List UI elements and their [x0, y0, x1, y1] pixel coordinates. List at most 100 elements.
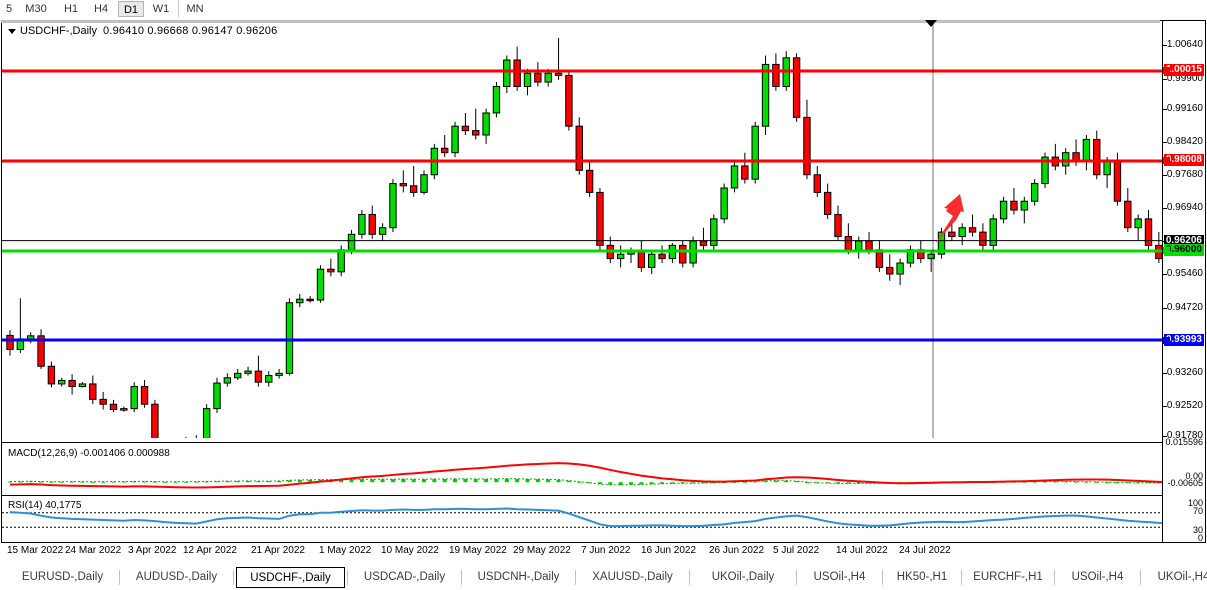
axis-tick [1163, 373, 1167, 374]
candle [720, 183, 728, 224]
level-line-1.00015[interactable] [2, 69, 1162, 73]
level-line-0.93993[interactable] [2, 338, 1162, 342]
level-line-0.96000[interactable] [2, 249, 1162, 253]
chart-tab-eurchfh1[interactable]: EURCHF-,H1 [973, 571, 1043, 583]
candle [185, 436, 187, 438]
price-chart-pane[interactable] [2, 21, 1162, 438]
chart-tab-ukoilh4[interactable]: UKOil-,H4 [1157, 571, 1207, 583]
candle [296, 293, 304, 308]
timeframe-h4[interactable]: H4 [93, 3, 109, 15]
tab-divider [575, 570, 576, 585]
candle [461, 112, 470, 136]
price-badge-0.98008[interactable]: 0.98008 [1163, 154, 1204, 166]
rsi-scale-label: 100 [1187, 498, 1203, 508]
candle [99, 391, 107, 410]
chart-tab-xauusddaily[interactable]: XAUUSD-,Daily [592, 571, 673, 583]
price-tick-label: 0.97680 [1166, 169, 1203, 180]
axis-tick [1163, 436, 1167, 437]
candle [482, 108, 490, 144]
candle [327, 258, 335, 277]
candle [596, 187, 604, 250]
candle [89, 375, 97, 405]
date-label: 14 Jul 2022 [836, 545, 888, 556]
collapse-triangle-icon[interactable] [8, 28, 16, 34]
rsi-label: RSI(14) 40,1775 [8, 500, 82, 511]
candle [1030, 179, 1039, 206]
timeframe-d1[interactable]: D1 [118, 1, 144, 17]
chart-tab-ukoildaily[interactable]: UKOil-,Daily [711, 571, 775, 583]
price-tick-label: 0.98420 [1166, 136, 1203, 147]
candle [565, 71, 573, 131]
price-badge-0.96000[interactable]: 0.96000 [1163, 244, 1204, 256]
axis-tick [1163, 142, 1167, 143]
chart-symbol-label: USDCHF-,Daily [20, 25, 97, 37]
price-tick-label: 0.96940 [1166, 202, 1203, 213]
timeframe-h1[interactable]: H1 [63, 3, 79, 15]
candle [855, 236, 863, 259]
macd-signal-line [9, 462, 1162, 489]
candle [534, 62, 542, 87]
candle [378, 223, 387, 241]
level-line-0.98008[interactable] [2, 159, 1162, 163]
chart-frame[interactable]: 1.00640 0.99900 0.99160 0.98420 0.97680 0.969… [1, 20, 1206, 543]
candle [6, 330, 14, 356]
candle [989, 214, 997, 250]
timeframe-mn[interactable]: MN [186, 3, 204, 15]
chart-tab-usdcnhdaily[interactable]: USDCNH-,Daily [477, 571, 560, 583]
candle [968, 214, 977, 237]
axis-tick [1163, 175, 1167, 176]
price-badge-1.00015[interactable]: 1.00015 [1163, 64, 1204, 76]
chart-tab-usdchfdaily[interactable]: USDCHF-,Daily [236, 567, 345, 588]
candle [741, 152, 749, 184]
timeframe-5[interactable]: 5 [5, 3, 13, 15]
candle [1124, 187, 1132, 233]
tab-divider [347, 570, 348, 585]
date-label: 16 Jun 2022 [641, 545, 697, 556]
candle [999, 196, 1008, 224]
tab-divider [461, 570, 462, 585]
candle [937, 227, 946, 259]
date-label: 15 Mar 2022 [7, 545, 64, 556]
candle [37, 329, 45, 369]
timeframe-m30[interactable]: M30 [25, 3, 47, 15]
date-axis[interactable]: 15 Mar 2022 24 Mar 2022 3 Apr 2022 12 Apr 2… [1, 544, 1206, 562]
level-axis-marker [1163, 67, 1170, 74]
chart-tab-usoilh4[interactable]: USOil-,H4 [813, 571, 866, 583]
arrow-up-annotation[interactable] [935, 194, 964, 244]
candle [637, 240, 646, 272]
price-badge-0.93993[interactable]: 0.93993 [1163, 334, 1204, 346]
price-axis[interactable]: 1.00640 0.99900 0.99160 0.98420 0.97680 0.969… [1162, 21, 1205, 542]
candle [958, 223, 966, 246]
candle [389, 179, 397, 233]
axis-tick [1163, 45, 1167, 46]
date-label: 1 May 2022 [319, 545, 372, 556]
candle [213, 377, 221, 414]
candle [140, 379, 149, 408]
candle [503, 55, 511, 94]
price-tick-label: 1.00640 [1166, 39, 1203, 50]
chart-tab-usdcaddaily[interactable]: USDCAD-,Daily [363, 571, 446, 583]
tab-divider [689, 570, 690, 585]
candle [803, 99, 811, 180]
candle [223, 373, 232, 387]
chart-tab-audusddaily[interactable]: AUDUSD-,Daily [135, 571, 218, 583]
timeframe-w1[interactable]: W1 [152, 3, 170, 15]
chart-tab-hk50h1[interactable]: HK50-,H1 [896, 571, 948, 583]
chart-tab-usoilh4[interactable]: USOil-,H4 [1071, 571, 1124, 583]
candle [265, 371, 273, 387]
macd-indicator-pane[interactable] [2, 442, 1162, 494]
tab-divider [1140, 570, 1141, 585]
chart-tab-eurusddaily[interactable]: EURUSD-,Daily [21, 571, 104, 583]
candle [202, 404, 211, 438]
candle [244, 366, 252, 376]
rsi-indicator-pane[interactable] [2, 495, 1162, 542]
candle [1010, 187, 1018, 215]
candle [78, 382, 87, 388]
candle [616, 245, 625, 268]
tab-divider [796, 570, 797, 585]
price-tick-label: 0.99900 [1166, 73, 1203, 84]
date-label: 24 Mar 2022 [65, 545, 122, 556]
candle [472, 108, 480, 140]
candle [710, 214, 718, 250]
price-tick-label: 0.94720 [1166, 302, 1203, 313]
